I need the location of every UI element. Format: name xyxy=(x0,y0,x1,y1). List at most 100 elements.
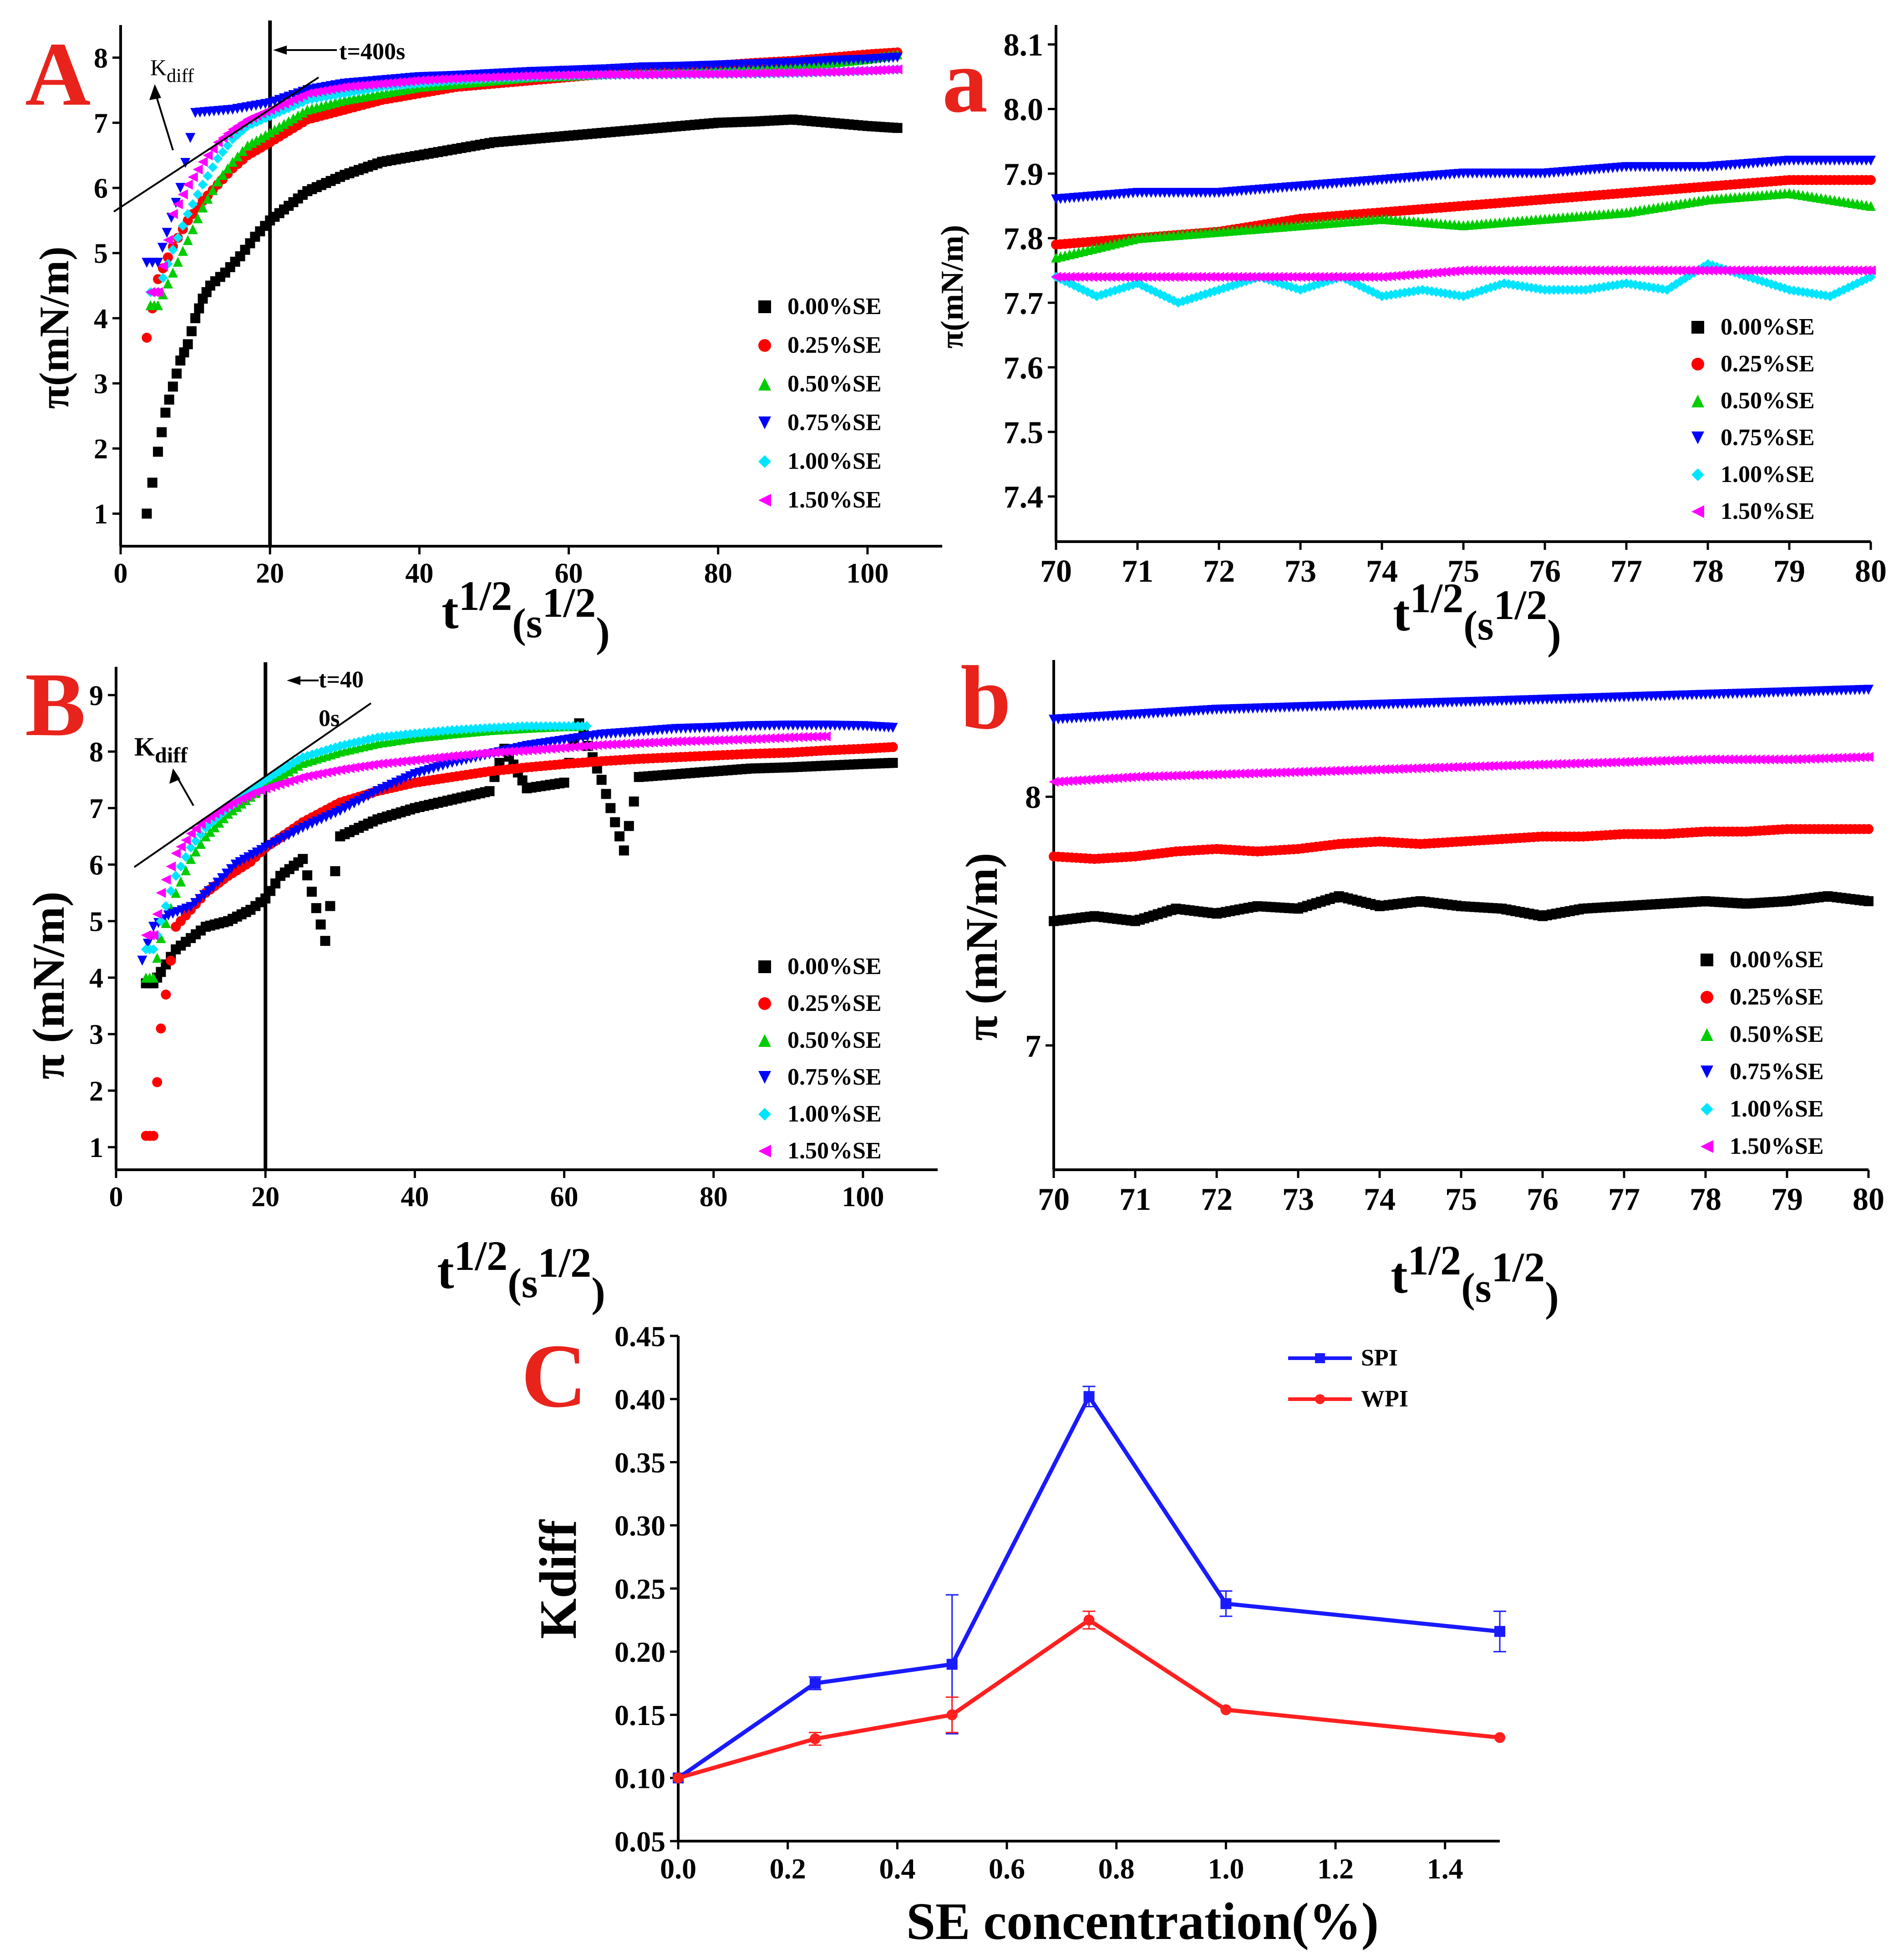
panel-b-xlabel: t1/2(s1/2) xyxy=(1391,1237,1559,1320)
data-point xyxy=(614,831,625,842)
data-point xyxy=(892,64,903,75)
data-point xyxy=(188,172,198,182)
legend-marker xyxy=(758,416,771,429)
data-point xyxy=(419,754,429,764)
data-point xyxy=(405,755,416,766)
legend-label: 0.75%SE xyxy=(1721,425,1815,451)
panel-a-chart: a 70 71 72 73 74 75 76 77 78 79 807.47.57.67.77.87… xyxy=(935,25,1887,658)
panel-B-xtick-label: 0 xyxy=(109,1182,123,1213)
data-point xyxy=(199,890,209,900)
panel-B-ytick-label: 6 xyxy=(89,850,103,881)
panel-A-series-0.00%SE xyxy=(142,114,903,519)
data-point xyxy=(493,747,504,757)
data-point xyxy=(437,752,448,762)
legend-label: 0.50%SE xyxy=(787,371,882,397)
data-point xyxy=(221,868,232,879)
panel-a-xtick-label: 75 xyxy=(1447,554,1479,589)
data-point xyxy=(1103,773,1113,784)
data-point xyxy=(606,739,616,750)
data-point xyxy=(156,888,166,898)
data-point xyxy=(161,918,171,928)
data-point xyxy=(946,1709,958,1721)
data-point xyxy=(386,757,397,768)
data-point xyxy=(809,1733,821,1745)
legend-marker xyxy=(758,1145,771,1157)
panel-A-ytick-label: 2 xyxy=(94,434,108,465)
data-point xyxy=(335,82,345,93)
data-point xyxy=(666,736,677,747)
data-point xyxy=(391,77,401,88)
data-point xyxy=(764,733,775,744)
data-point xyxy=(153,447,163,457)
panel-a-ytick-label: 8.0 xyxy=(1004,92,1044,127)
data-point xyxy=(176,842,186,852)
data-point xyxy=(888,758,898,768)
data-point xyxy=(297,107,308,118)
data-point xyxy=(447,751,457,761)
data-point xyxy=(433,752,443,763)
panel-C-ytick-label: 0.20 xyxy=(614,1636,665,1668)
data-point xyxy=(195,819,206,829)
data-point xyxy=(428,753,439,763)
data-point xyxy=(559,742,569,753)
data-point xyxy=(540,744,551,754)
panel-b-xtick-label: 78 xyxy=(1690,1182,1721,1217)
data-point xyxy=(238,146,248,156)
panel-C-legend: SPI WPI xyxy=(1288,1345,1408,1412)
data-point xyxy=(162,252,173,263)
data-point xyxy=(615,739,625,749)
data-point xyxy=(1494,1732,1505,1743)
data-point xyxy=(1431,267,1442,278)
data-point xyxy=(673,1772,684,1784)
legend-marker xyxy=(758,300,771,313)
data-point xyxy=(181,835,191,845)
panel-C-ytick-label: 0.30 xyxy=(614,1510,665,1542)
data-point xyxy=(316,86,326,96)
panel-b-xtick-label: 80 xyxy=(1853,1182,1884,1217)
legend-label: WPI xyxy=(1361,1386,1408,1412)
data-point xyxy=(564,742,574,752)
panel-b-xtick-label: 77 xyxy=(1608,1182,1640,1217)
panel-A-series-1.50%SE xyxy=(145,64,903,297)
data-point xyxy=(400,76,411,87)
data-point xyxy=(193,164,203,175)
data-point xyxy=(657,737,667,747)
data-point xyxy=(643,737,654,748)
data-point xyxy=(160,407,171,418)
data-point xyxy=(168,244,178,255)
data-point xyxy=(218,133,228,143)
data-point xyxy=(596,775,607,785)
data-point xyxy=(157,261,168,271)
panel-B-annotation: t=40 xyxy=(319,667,364,693)
data-point xyxy=(437,74,448,84)
panel-B-kdiff-arrowhead xyxy=(169,768,180,784)
data-point xyxy=(363,80,373,90)
panel-a-series-0.75%SE xyxy=(1051,155,1876,205)
panel-B-xtick-label: 80 xyxy=(700,1182,728,1213)
data-point xyxy=(517,775,528,786)
panel-a-xtick-label: 78 xyxy=(1692,554,1724,589)
data-point xyxy=(629,738,640,749)
data-point xyxy=(316,768,327,779)
data-point xyxy=(619,845,629,856)
data-point xyxy=(325,84,336,95)
panel-b-chart: b 70 71 72 73 74 75 76 77 78 79 80780.00%SE0.25%SE… xyxy=(956,648,1884,1320)
data-point xyxy=(183,235,193,245)
data-point xyxy=(760,733,770,744)
data-point xyxy=(1404,269,1414,280)
data-point xyxy=(194,303,204,314)
data-point xyxy=(809,1678,821,1689)
data-point xyxy=(1071,775,1081,786)
data-point xyxy=(166,886,176,896)
data-point xyxy=(1085,774,1095,785)
data-point xyxy=(176,861,186,872)
panel-a-ytick-label: 7.6 xyxy=(1004,350,1044,386)
data-point xyxy=(142,508,152,519)
data-point xyxy=(578,741,588,751)
data-point xyxy=(447,73,457,84)
panel-a-xtick-label: 76 xyxy=(1529,554,1561,589)
data-point xyxy=(1080,775,1091,785)
panel-C-xtick-label: 0.0 xyxy=(660,1852,696,1885)
data-point xyxy=(178,189,188,200)
data-point xyxy=(217,873,228,883)
